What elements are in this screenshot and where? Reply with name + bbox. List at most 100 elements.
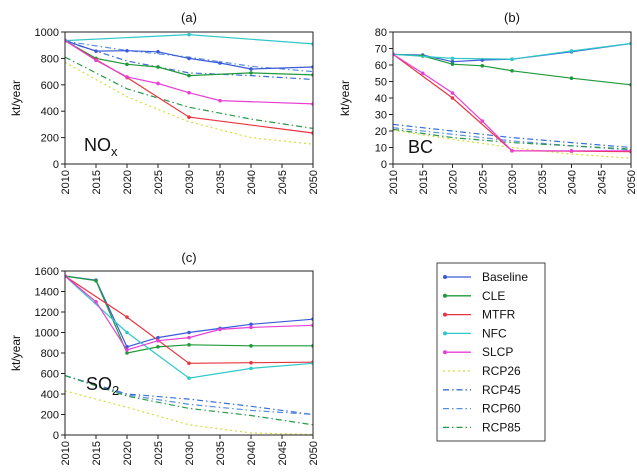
y-tick-label: 1000 (35, 328, 59, 340)
legend: Baseline CLE MTFR NFC SLCP RCP26 RCP45 RCP60 RCP… (436, 262, 546, 442)
x-tick-label: 2050 (308, 170, 320, 194)
legend-label: SLCP (482, 345, 513, 359)
legend-box (436, 262, 546, 442)
series-line-cle (65, 275, 313, 354)
x-tick-label: 2040 (246, 441, 258, 465)
legend-marker (443, 350, 447, 355)
species-label: BC (408, 137, 433, 157)
y-tick-label: 200 (41, 133, 59, 145)
data-point-nfc (510, 57, 514, 62)
legend-label: RCP26 (482, 364, 521, 378)
y-tick-label: 600 (41, 369, 59, 381)
legend-item-mtfr: MTFR (443, 308, 516, 322)
data-point-slcp (218, 98, 222, 103)
x-tick-label: 2030 (507, 170, 519, 194)
data-point-slcp (218, 327, 222, 332)
series-group (65, 274, 313, 435)
series-line-rcp45 (65, 375, 313, 416)
legend-label: CLE (482, 289, 505, 303)
data-point-nfc (187, 32, 191, 37)
data-point-cle (569, 76, 574, 80)
plot-frame (64, 31, 314, 165)
series-line-rcp85 (393, 128, 631, 150)
data-point-slcp (249, 325, 253, 330)
data-point-slcp (156, 81, 160, 86)
data-point-cle (125, 351, 129, 355)
series-line-mtfr (65, 275, 313, 364)
x-tick-label: 2020 (122, 441, 134, 465)
legend-item-rcp45: RCP45 (443, 383, 521, 397)
x-tick-label: 2025 (153, 170, 165, 194)
x-tick-label: 2045 (277, 441, 289, 465)
data-point-cle (94, 278, 98, 283)
series-line-rcp85 (65, 375, 313, 426)
x-tick-label: 2010 (60, 441, 72, 465)
x-tick-label: 2050 (626, 170, 637, 194)
y-tick-label: 40 (375, 93, 387, 105)
y-tick-label: 600 (41, 80, 59, 92)
y-tick-label: 800 (41, 53, 59, 65)
x-tick-label: 2010 (388, 170, 400, 194)
panel-3: (c) 0 200 400 600 800 1000 1200 1400 1600 2010 2015… (9, 250, 320, 465)
y-tick-label: 1400 (35, 287, 59, 299)
data-point-slcp (156, 338, 160, 343)
y-tick-label: 70 (375, 44, 387, 56)
data-point-nfc (249, 366, 253, 371)
x-tick-label: 2045 (596, 170, 608, 194)
data-point-slcp (420, 71, 425, 76)
series-line-rcp45 (393, 123, 631, 149)
y-tick-label: 200 (41, 410, 59, 422)
x-tick-label: 2015 (418, 170, 430, 194)
legend-label: RCP60 (482, 402, 521, 416)
data-point-nfc (187, 376, 191, 380)
legend-label: RCP45 (482, 383, 521, 397)
data-point-baseline (450, 59, 455, 64)
data-point-slcp (125, 348, 129, 352)
legend-item-rcp85: RCP85 (443, 420, 521, 434)
x-tick-label: 2025 (477, 170, 489, 194)
legend-item-rcp60: RCP60 (443, 402, 521, 416)
data-point-cle (510, 68, 514, 73)
series-line-slcp (65, 275, 313, 351)
data-point-slcp (125, 75, 129, 79)
data-point-nfc (450, 56, 455, 61)
legend-label: MTFR (482, 308, 516, 322)
x-tick-label: 2050 (308, 441, 320, 465)
x-tick-label: 2045 (277, 170, 289, 194)
y-tick-label: 0 (381, 159, 387, 171)
data-point-slcp (480, 119, 485, 123)
x-tick-label: 2035 (537, 170, 549, 194)
legend-item-cle: CLE (443, 289, 505, 303)
data-point-baseline (187, 330, 191, 335)
legend-item-baseline: Baseline (443, 270, 528, 284)
x-tick-label: 2025 (153, 441, 165, 465)
series-group (393, 41, 631, 159)
y-tick-label: 60 (375, 60, 387, 72)
panel-label: (c) (181, 250, 196, 265)
x-tick-label: 2015 (91, 441, 103, 465)
legend-marker (443, 293, 447, 298)
data-point-mtfr (450, 96, 455, 100)
x-tick-label: 2030 (184, 170, 196, 194)
x-tick-label: 2035 (215, 441, 227, 465)
data-point-nfc (569, 49, 574, 53)
x-tick-label: 2015 (91, 170, 103, 194)
data-point-baseline (94, 49, 98, 53)
y-tick-label: 400 (41, 389, 59, 401)
legend-label: RCP85 (482, 420, 521, 434)
y-tick-label: 400 (41, 106, 59, 118)
series-line-rcp45 (65, 40, 313, 81)
legend-label: NFC (482, 326, 507, 340)
y-axis-label: kt/year (9, 80, 23, 116)
y-axis-label: kt/year (338, 80, 352, 116)
y-tick-label: 80 (375, 27, 387, 39)
data-point-cle (156, 65, 160, 69)
series-line-nfc (393, 42, 631, 60)
data-point-slcp (450, 91, 455, 95)
x-tick-label: 2030 (184, 441, 196, 465)
series-line-rcp60 (65, 375, 313, 416)
data-point-mtfr (125, 315, 129, 319)
y-tick-label: 1200 (35, 307, 59, 319)
series-line-rcp26 (393, 129, 631, 159)
panel-1: (a) 0 200 400 600 800 1000 2010 2015 2020 2025 2030… (9, 10, 320, 194)
